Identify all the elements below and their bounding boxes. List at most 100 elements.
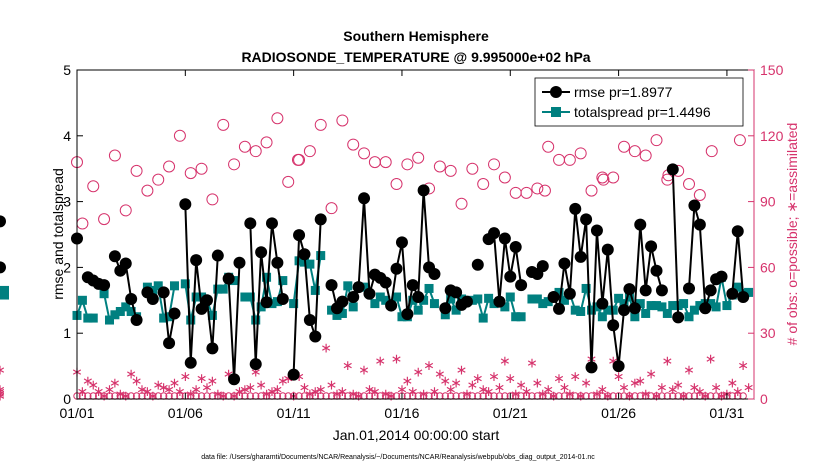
obs-assimilated-marker: ∗ bbox=[716, 388, 728, 404]
x-tick-label: 01/16 bbox=[384, 405, 419, 421]
rmse-marker bbox=[574, 250, 587, 263]
obs-assimilated-marker: ∗ bbox=[488, 368, 500, 384]
rmse-marker bbox=[146, 292, 159, 305]
obs-possible-marker bbox=[87, 180, 100, 193]
obs-assimilated-marker: ∗ bbox=[607, 353, 619, 369]
obs-possible-marker bbox=[597, 173, 610, 186]
obs-possible-marker bbox=[98, 213, 111, 226]
obs-assimilated-marker: ∗ bbox=[190, 381, 202, 397]
obs-assimilated-marker: ∗ bbox=[412, 363, 424, 379]
rmse-marker bbox=[731, 225, 744, 238]
totalspread-marker bbox=[424, 283, 434, 293]
obs-assimilated-marker: ∗ bbox=[439, 372, 451, 388]
totalspread-marker bbox=[83, 313, 93, 323]
rmse-marker bbox=[0, 261, 6, 274]
rmse-marker bbox=[683, 282, 696, 295]
obs-possible-marker bbox=[650, 134, 663, 147]
rmse-marker bbox=[439, 302, 452, 315]
rmse-marker bbox=[222, 272, 235, 285]
obs-assimilated-marker: ∗ bbox=[217, 388, 229, 404]
totalspread-marker bbox=[451, 305, 461, 315]
obs-assimilated-marker: ∗ bbox=[402, 372, 414, 388]
obs-possible-marker bbox=[520, 186, 533, 199]
rmse-marker bbox=[504, 270, 517, 283]
totalspread-marker bbox=[473, 294, 483, 304]
rmse-marker bbox=[255, 246, 268, 259]
rmse-marker bbox=[634, 218, 647, 231]
rmse-marker bbox=[336, 295, 349, 308]
totalspread-marker bbox=[115, 306, 125, 316]
obs-assimilated-marker: ∗ bbox=[423, 357, 435, 373]
obs-assimilated-marker: ∗ bbox=[131, 372, 143, 388]
obs-assimilated-marker: ∗ bbox=[553, 370, 565, 386]
y-tick-label-left: 0 bbox=[63, 391, 71, 407]
totalspread-marker bbox=[104, 315, 114, 325]
rmse-marker bbox=[163, 337, 176, 350]
rmse-marker bbox=[498, 232, 511, 245]
totalspread-marker bbox=[121, 302, 131, 312]
x-axis-label: Jan.01,2014 00:00:00 start bbox=[333, 427, 500, 443]
obs-assimilated-marker: ∗ bbox=[694, 383, 706, 399]
obs-assimilated-marker: ∗ bbox=[147, 388, 159, 404]
obs-assimilated-marker: ∗ bbox=[504, 370, 516, 386]
obs-possible-marker bbox=[563, 153, 576, 166]
obs-assimilated-marker: ∗ bbox=[369, 383, 381, 399]
obs-assimilated-marker: ∗ bbox=[158, 379, 170, 395]
totalspread-marker bbox=[587, 305, 597, 315]
obs-assimilated-marker: ∗ bbox=[196, 370, 208, 386]
obs-count-layer: ∗∗∗∗∗∗∗∗∗∗∗∗∗∗∗∗∗∗∗∗∗∗∗∗∗∗∗∗∗∗∗∗∗∗∗∗∗∗∗∗… bbox=[0, 112, 754, 404]
totalspread-marker bbox=[159, 313, 169, 323]
obs-assimilated-marker: ∗ bbox=[315, 381, 327, 397]
totalspread-marker bbox=[370, 299, 380, 309]
obs-assimilated-marker: ∗ bbox=[136, 381, 148, 397]
totalspread-marker bbox=[0, 290, 9, 300]
totalspread-marker bbox=[500, 302, 510, 312]
totalspread-marker bbox=[343, 281, 353, 291]
rmse-marker bbox=[536, 260, 549, 273]
totalspread-marker bbox=[532, 294, 542, 304]
obs-assimilated-marker: ∗ bbox=[277, 372, 289, 388]
obs-possible-marker bbox=[488, 158, 501, 171]
obs-assimilated-marker: ∗ bbox=[120, 388, 132, 404]
totalspread-marker bbox=[381, 295, 391, 305]
obs-possible-marker bbox=[542, 140, 555, 153]
obs-possible-marker bbox=[498, 171, 511, 184]
totalspread-marker bbox=[99, 289, 109, 299]
totalspread-marker bbox=[652, 301, 662, 311]
obs-assimilated-marker: ∗ bbox=[515, 377, 527, 393]
obs-assimilated-marker: ∗ bbox=[0, 388, 6, 404]
rmse-marker bbox=[590, 224, 603, 237]
obs-assimilated-marker: ∗ bbox=[364, 381, 376, 397]
obs-possible-marker bbox=[466, 162, 479, 175]
rmse-marker bbox=[715, 270, 728, 283]
totalspread-marker bbox=[191, 292, 201, 302]
obs-possible-marker bbox=[538, 184, 551, 197]
rmse-marker bbox=[260, 296, 273, 309]
obs-possible-marker bbox=[531, 182, 544, 195]
rmse-marker bbox=[428, 267, 441, 280]
y-tick-label-right: 0 bbox=[760, 391, 768, 407]
y-tick-label-right: 150 bbox=[760, 62, 784, 78]
obs-possible-marker bbox=[639, 149, 652, 162]
totalspread-marker bbox=[592, 302, 602, 312]
totalspread-marker bbox=[684, 312, 694, 322]
totalspread-marker bbox=[597, 312, 607, 322]
totalspread-marker bbox=[581, 283, 591, 293]
obs-assimilated-marker: ∗ bbox=[732, 383, 744, 399]
totalspread-marker bbox=[88, 313, 98, 323]
totalspread-marker bbox=[679, 299, 689, 309]
obs-possible-marker bbox=[618, 140, 631, 153]
obs-assimilated-marker: ∗ bbox=[109, 374, 121, 390]
rmse-marker bbox=[412, 291, 425, 304]
totalspread-marker bbox=[419, 295, 429, 305]
rmse-marker bbox=[417, 184, 430, 197]
totalspread-marker bbox=[554, 287, 564, 297]
obs-assimilated-marker: ∗ bbox=[559, 379, 571, 395]
totalspread-marker bbox=[305, 259, 315, 269]
totalspread-marker bbox=[641, 308, 651, 318]
rmse-marker bbox=[569, 202, 582, 215]
obs-assimilated-marker: ∗ bbox=[499, 353, 511, 369]
data-file-footnote: data file: /Users/gharamti/Documents/NCA… bbox=[201, 454, 595, 461]
obs-assimilated-marker: ∗ bbox=[82, 372, 94, 388]
totalspread-marker bbox=[169, 281, 179, 291]
